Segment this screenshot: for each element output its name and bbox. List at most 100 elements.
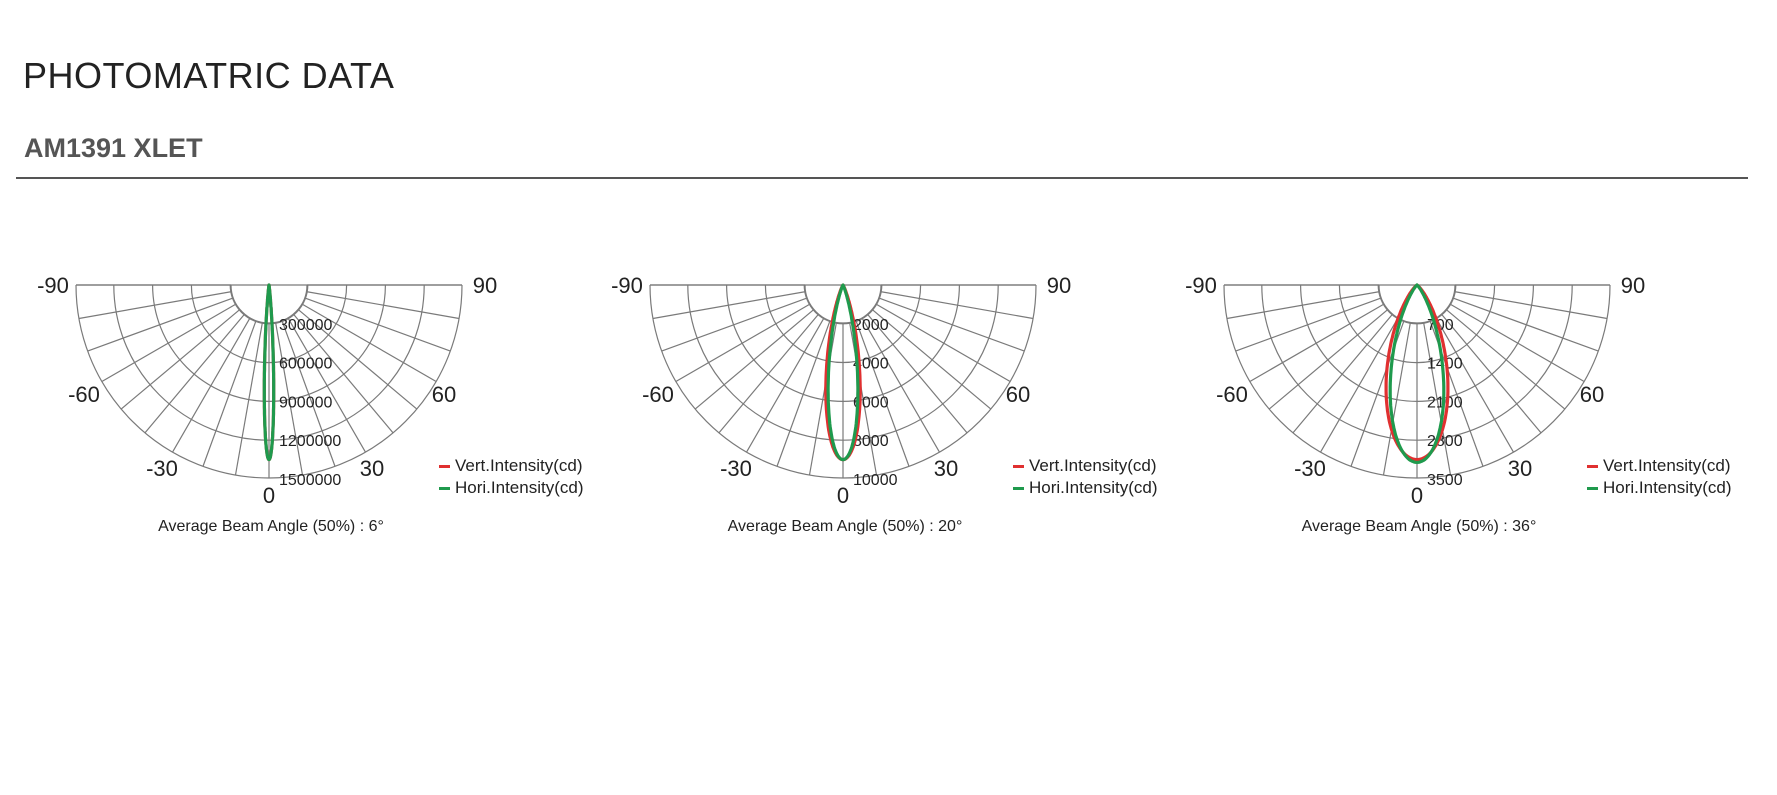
angle-tick-label: 90: [1621, 273, 1645, 298]
grid-ring: [726, 284, 960, 402]
grid-ring: [1377, 284, 1457, 325]
angle-tick-label: 0: [837, 483, 849, 508]
angle-tick-label: 0: [263, 483, 275, 508]
grid-ring: [649, 284, 1037, 479]
radial-grid-line: [78, 291, 232, 320]
legend-swatch: [1587, 465, 1598, 468]
radial-tick-label: 8000: [853, 433, 889, 450]
angle-tick-label: -90: [1185, 273, 1217, 298]
radial-grid-line: [1382, 322, 1411, 476]
horizontal-intensity-curve: [826, 283, 860, 462]
radial-grid-line: [1249, 303, 1385, 383]
radial-grid-line: [1268, 308, 1389, 410]
angle-tick-label: -30: [146, 456, 178, 481]
radial-grid-line: [202, 320, 257, 467]
grid-ring: [230, 284, 308, 324]
radial-grid-line: [1435, 317, 1515, 453]
angle-tick-label: 90: [1047, 273, 1071, 298]
radial-grid-line: [694, 308, 815, 410]
radial-grid-line: [1449, 303, 1585, 383]
beam-angle-caption: Average Beam Angle (50%) : 36°: [1302, 518, 1537, 535]
radial-tick-label: 300000: [279, 317, 332, 334]
radial-grid-line: [1423, 322, 1452, 476]
radial-grid-line: [1454, 291, 1608, 320]
radial-grid-line: [292, 313, 394, 434]
radial-grid-line: [301, 303, 437, 383]
grid-ring: [804, 284, 882, 324]
radial-grid-line: [1319, 317, 1399, 453]
radial-grid-line: [234, 322, 263, 476]
legend-swatch: [1013, 487, 1024, 490]
legend-label: Vert.Intensity(cd): [1029, 456, 1157, 475]
legend-label: Hori.Intensity(cd): [1603, 478, 1731, 497]
grid-ring: [1300, 284, 1534, 402]
radial-grid-line: [287, 317, 367, 453]
grid-ring: [190, 284, 348, 364]
angle-tick-label: -60: [1216, 382, 1248, 407]
angle-tick-label: -30: [720, 456, 752, 481]
horizontal-intensity-curve: [262, 283, 276, 462]
radial-grid-line: [875, 303, 1011, 383]
radial-grid-line: [776, 320, 831, 467]
radial-tick-label: 10000: [853, 472, 898, 489]
angle-tick-label: 0: [1411, 483, 1423, 508]
page-title: PHOTOMATRIC DATA: [23, 55, 395, 96]
radial-tick-label: 6000: [853, 394, 889, 411]
radial-grid-line: [297, 308, 418, 410]
radial-grid-line: [652, 291, 806, 320]
radial-tick-label: 3500: [1427, 472, 1463, 489]
grid-ring: [1223, 284, 1611, 479]
legend-swatch: [439, 487, 450, 490]
radial-grid-line: [1292, 313, 1394, 434]
angle-tick-label: 30: [934, 456, 958, 481]
legend-label: Hori.Intensity(cd): [455, 478, 583, 497]
radial-grid-line: [275, 322, 304, 476]
radial-grid-line: [304, 297, 451, 352]
angle-tick-label: 60: [1580, 382, 1604, 407]
angle-tick-label: -60: [642, 382, 674, 407]
angle-tick-label: 30: [1508, 456, 1532, 481]
grid-ring: [152, 284, 386, 402]
radial-grid-line: [855, 320, 910, 467]
polar-chart-1: -90 -60 -30 0 30 60 90 300000 600000 900000 120000…: [37, 273, 583, 535]
angle-tick-label: 60: [432, 382, 456, 407]
polar-chart-3: -90-60-3003060907001400210028003500Vert.…: [1185, 273, 1731, 535]
angle-tick-label: -90: [37, 273, 69, 298]
grid-ring: [803, 284, 883, 325]
angle-tick-label: -30: [1294, 456, 1326, 481]
radial-grid-line: [745, 317, 825, 453]
grid-ring: [229, 284, 309, 325]
grid-ring: [75, 284, 463, 479]
radial-grid-line: [171, 317, 251, 453]
grid-ring: [113, 284, 425, 441]
beam-angle-caption: Average Beam Angle (50%) : 20°: [728, 518, 963, 535]
radial-tick-label: 1200000: [279, 433, 341, 450]
radial-grid-line: [718, 313, 820, 434]
radial-grid-line: [1445, 308, 1566, 410]
radial-grid-line: [871, 308, 992, 410]
angle-tick-label: -60: [68, 382, 100, 407]
angle-tick-label: 30: [360, 456, 384, 481]
radial-tick-label: 4000: [853, 356, 889, 373]
radial-grid-line: [1226, 291, 1380, 320]
beam-angle-caption: Average Beam Angle (50%) : 6°: [158, 518, 384, 535]
radial-grid-line: [281, 320, 336, 467]
radial-grid-line: [144, 313, 246, 434]
horizontal-intensity-curve: [1388, 283, 1446, 464]
grid-ring: [764, 284, 922, 364]
grid-ring: [687, 284, 999, 441]
radial-grid-line: [878, 297, 1025, 352]
polar-chart-2: -90 -60 -30 0 30 60 90 2000 4000 6000 8000 10000 Ver…: [611, 273, 1157, 535]
radial-grid-line: [306, 291, 460, 320]
legend-swatch: [1013, 465, 1024, 468]
angle-tick-label: 60: [1006, 382, 1030, 407]
radial-grid-line: [101, 303, 237, 383]
grid-ring: [1378, 284, 1456, 324]
radial-grid-line: [1440, 313, 1542, 434]
radial-grid-line: [120, 308, 241, 410]
legend-label: Vert.Intensity(cd): [1603, 456, 1731, 475]
radial-grid-line: [1235, 297, 1382, 352]
grid-ring: [1338, 284, 1496, 364]
section-divider: [16, 177, 1748, 179]
